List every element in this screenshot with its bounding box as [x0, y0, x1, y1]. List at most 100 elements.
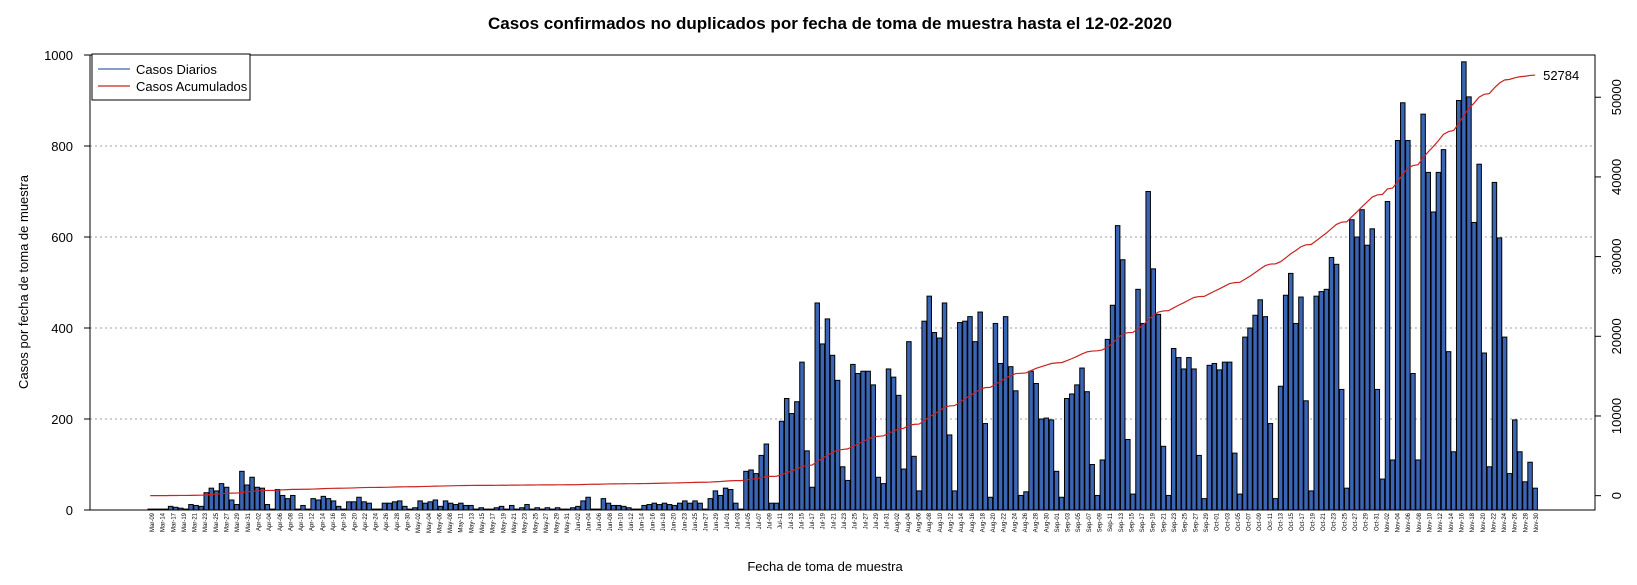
- bar: [743, 470, 749, 511]
- bar: [992, 322, 999, 511]
- bar: [692, 500, 698, 511]
- x-tick-label: Nov-16: [1460, 512, 1466, 532]
- bar: [1267, 423, 1274, 511]
- y-tick-label: 400: [51, 321, 73, 336]
- bar: [1277, 385, 1284, 511]
- bar: [656, 504, 663, 511]
- x-tick-label: Apr-06: [278, 512, 284, 531]
- x-tick-label: Jun-16: [650, 512, 656, 531]
- x-tick-label: Aug-12: [949, 512, 955, 532]
- x-tick-label: May-25: [533, 512, 539, 533]
- bar: [1282, 294, 1289, 511]
- bar: [1333, 263, 1340, 511]
- x-tick-label: Nov-22: [1491, 512, 1497, 532]
- bar: [391, 501, 398, 511]
- x-tick-label: Nov-18: [1470, 512, 1476, 532]
- bar: [1125, 438, 1131, 511]
- bar: [880, 483, 887, 511]
- bar: [509, 504, 515, 511]
- x-tick-label: Sep-25: [1183, 512, 1189, 532]
- bar: [951, 490, 958, 511]
- bar: [600, 498, 607, 511]
- bar: [218, 483, 225, 511]
- x-tick-label: Jun-27: [704, 512, 710, 531]
- bar: [1058, 496, 1065, 511]
- chart-title: Casos confirmados no duplicados por fech…: [488, 14, 1172, 33]
- bar: [1206, 364, 1213, 511]
- bar: [1379, 478, 1386, 511]
- bar: [890, 376, 897, 511]
- bar: [1089, 464, 1095, 511]
- bar: [1369, 228, 1375, 511]
- x-tick-label: Mar-19: [182, 512, 188, 532]
- x-tick-label: Jul-09: [768, 512, 774, 529]
- bar: [356, 496, 362, 511]
- bar: [249, 476, 255, 511]
- bar: [936, 337, 943, 511]
- bar: [778, 420, 785, 511]
- bar: [621, 505, 627, 511]
- bar: [300, 504, 306, 511]
- x-tick-label: Jun-08: [608, 512, 614, 531]
- bar: [1247, 327, 1253, 511]
- bar: [1517, 451, 1523, 511]
- y2-tick-label: 50000: [1609, 79, 1624, 115]
- x-tick-label: Apr-26: [384, 512, 390, 531]
- bar: [1165, 494, 1172, 511]
- x-tick-label: Nov-08: [1417, 512, 1423, 532]
- x-tick-label: Oct-23: [1332, 512, 1338, 531]
- bar: [1114, 225, 1121, 511]
- x-tick-label: Sep-19: [1151, 512, 1157, 532]
- bar: [687, 502, 693, 511]
- x-tick-label: May-15: [480, 512, 486, 533]
- bar: [417, 500, 423, 511]
- bar: [223, 486, 230, 511]
- x-tick-label: Aug-24: [1012, 512, 1018, 532]
- x-tick-label: Aug-30: [1044, 512, 1050, 532]
- x-tick-label: Jul-03: [736, 512, 742, 529]
- bar: [1522, 481, 1528, 511]
- bar: [875, 476, 882, 511]
- bar: [850, 363, 856, 511]
- bar: [259, 487, 265, 511]
- bar: [1043, 417, 1050, 511]
- bar: [682, 500, 688, 511]
- x-tick-label: Jul-05: [746, 512, 752, 529]
- x-tick-label: Sep-15: [1129, 512, 1135, 532]
- bar: [1135, 288, 1141, 511]
- bar: [432, 499, 439, 511]
- x-tick-label: May-19: [501, 512, 507, 533]
- legend-cumulative-label: Casos Acumulados: [136, 79, 248, 94]
- x-tick-label: Aug-02: [895, 512, 901, 532]
- bar: [1216, 369, 1223, 511]
- bar: [789, 413, 795, 511]
- x-tick-label: Mar-29: [235, 512, 241, 532]
- x-tick-label: Oct-29: [1364, 512, 1370, 531]
- bar: [1007, 366, 1014, 511]
- x-tick-label: Mar-17: [171, 512, 177, 532]
- bar: [946, 434, 953, 511]
- bar: [1186, 357, 1192, 511]
- bar: [1201, 498, 1207, 511]
- x-tick-label: Jun-18: [661, 512, 667, 531]
- x-tick-label: Sep-03: [1066, 512, 1072, 532]
- bar: [733, 502, 739, 511]
- bar: [610, 504, 617, 511]
- x-tick-label: Jul-01: [725, 512, 731, 529]
- bar: [605, 502, 612, 511]
- x-tick-label: Jul-21: [831, 512, 837, 529]
- x-tick-label: Jul-15: [799, 512, 805, 529]
- bar: [845, 479, 851, 511]
- bar: [1430, 211, 1437, 511]
- bar: [1527, 461, 1533, 511]
- bar: [865, 370, 871, 511]
- bar: [279, 494, 286, 511]
- x-tick-label: Aug-22: [1002, 512, 1008, 532]
- bar: [1491, 181, 1498, 511]
- bar: [727, 489, 734, 511]
- bar: [228, 499, 235, 511]
- bar: [926, 295, 932, 511]
- x-tick-label: Jun-29: [714, 512, 720, 531]
- bar: [1486, 466, 1493, 511]
- bar: [239, 470, 245, 511]
